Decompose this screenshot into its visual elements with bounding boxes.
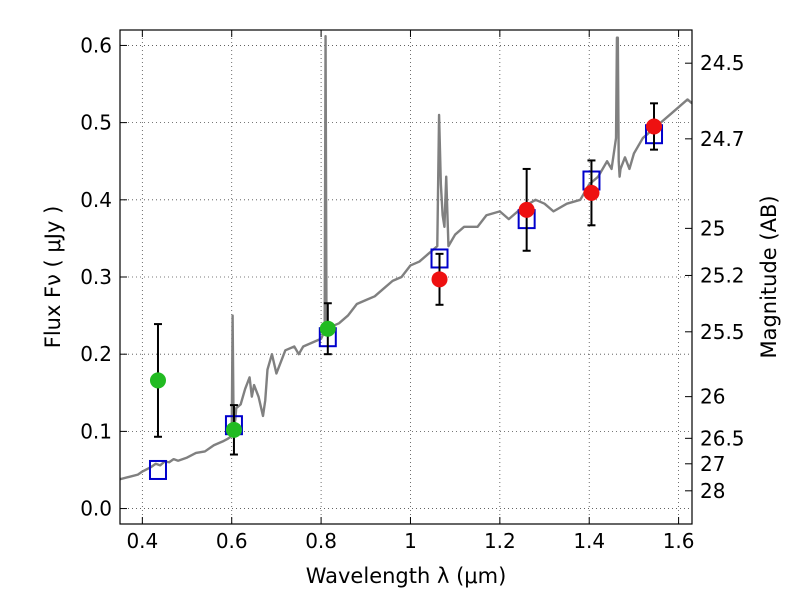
x-tick-label: 0.4 [126, 529, 158, 553]
y-tick-label: 0.3 [80, 265, 112, 289]
x-tick-label: 1 [404, 529, 417, 553]
magnitude-tick-label: 25.5 [700, 320, 745, 344]
observed-flux-point [583, 184, 600, 201]
axis-ticks [120, 30, 692, 524]
observed-flux-point [225, 421, 242, 438]
magnitude-tick-label: 26 [700, 385, 725, 409]
observed-flux-point [518, 201, 535, 218]
x-tick-label: 1.6 [663, 529, 695, 553]
x-tick-label: 1.4 [573, 529, 605, 553]
observed-flux-point [319, 320, 336, 337]
observed-flux-point [431, 271, 448, 288]
y-tick-label: 0.5 [80, 111, 112, 135]
data-points-layer [148, 102, 664, 480]
x-tick-label: 1.2 [484, 529, 516, 553]
magnitude-tick-label: 25 [700, 216, 725, 240]
tick-labels: 0.4 0.6 0.8 1 1.2 1.4 1.6 0.0 0.1 0.2 0.3 0.4 0.5 0.6… [80, 33, 744, 553]
model-photometry-square [148, 459, 167, 480]
y-tick-label: 0.2 [80, 342, 112, 366]
y-axis-title: Flux Fν ( μJy ) [41, 206, 65, 349]
magnitude-tick-label: 27 [700, 452, 725, 476]
y-tick-label: 0.4 [80, 188, 112, 212]
model-spectrum-line [120, 34, 692, 481]
x-tick-label: 0.6 [216, 529, 248, 553]
y-tick-label: 0.6 [80, 33, 112, 57]
magnitude-tick-label: 28 [700, 479, 725, 503]
magnitude-tick-label: 24.7 [700, 127, 745, 151]
model-spectrum-layer [120, 34, 692, 481]
magnitude-tick-label: 25.2 [700, 263, 745, 287]
y-tick-label: 0.0 [80, 497, 112, 521]
x-tick-label: 0.8 [305, 529, 337, 553]
grid-lines [120, 30, 692, 524]
right-axis-title: Magnitude (AB) [757, 195, 781, 358]
observed-flux-point [149, 372, 166, 389]
magnitude-tick-label: 24.5 [700, 51, 745, 75]
observed-flux-point [646, 118, 663, 135]
magnitude-tick-label: 26.5 [700, 426, 745, 450]
y-tick-label: 0.1 [80, 419, 112, 443]
x-axis-title: Wavelength λ (μm) [306, 564, 507, 588]
